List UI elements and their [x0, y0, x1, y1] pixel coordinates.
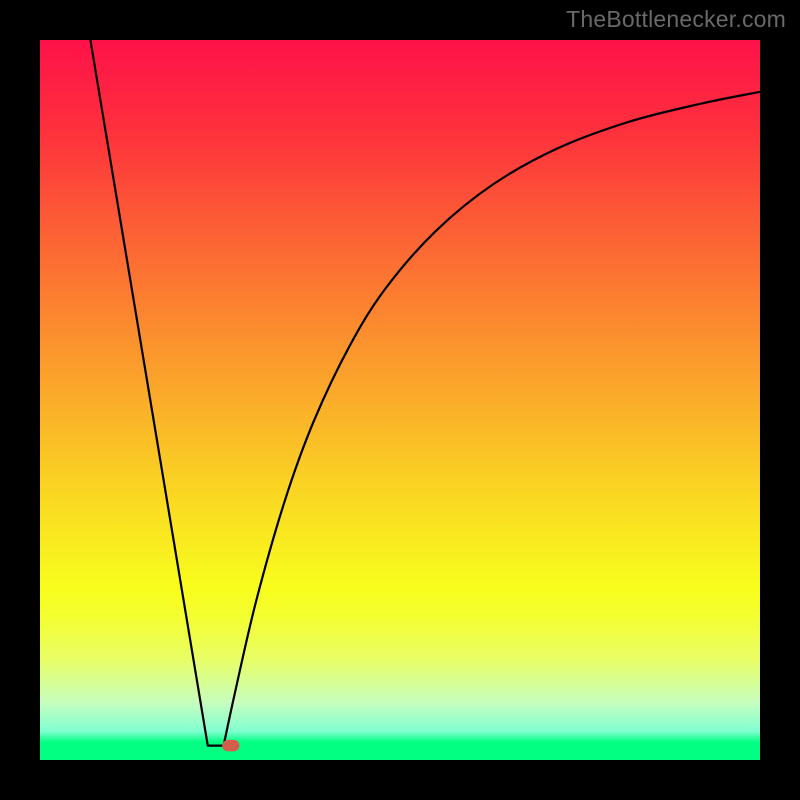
attribution-label: TheBottlenecker.com — [566, 6, 786, 33]
plot-canvas — [0, 0, 800, 800]
plot-svg — [0, 0, 800, 800]
plot-background — [40, 40, 760, 760]
optimum-marker — [222, 740, 239, 752]
chart-frame: TheBottlenecker.com — [0, 0, 800, 800]
